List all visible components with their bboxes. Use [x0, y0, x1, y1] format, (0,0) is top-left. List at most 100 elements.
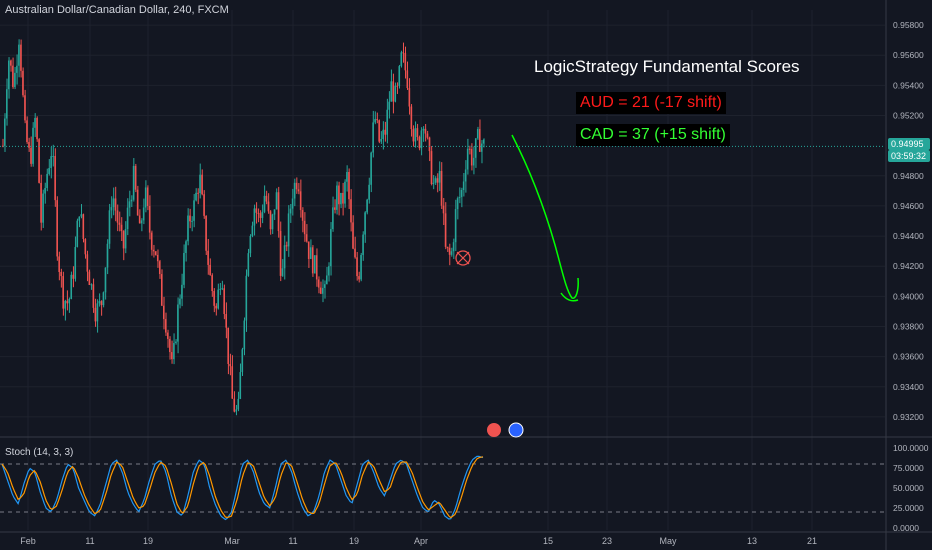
- candle-body: [205, 215, 207, 251]
- countdown-tag: 03:59:32: [888, 150, 930, 162]
- candle-body: [396, 85, 399, 87]
- candle-body: [183, 252, 185, 285]
- candle-body: [138, 215, 141, 224]
- x-tick-label: 21: [807, 536, 817, 546]
- candle-body: [18, 44, 20, 66]
- candle-body: [94, 307, 97, 322]
- y-tick-label: 0.95600: [893, 50, 924, 60]
- candle-body: [44, 187, 46, 194]
- candle-body: [96, 303, 99, 322]
- candle-body: [154, 251, 157, 255]
- stoch-title: Stoch (14, 3, 3): [5, 447, 74, 458]
- candle-body: [110, 207, 113, 211]
- event-marker-cross-icon: [456, 251, 470, 265]
- candle-body: [126, 207, 129, 230]
- candle-body: [227, 327, 230, 364]
- candle-body: [156, 254, 159, 262]
- candle-body: [104, 267, 107, 293]
- candle-body: [482, 139, 485, 144]
- candle-body: [163, 305, 165, 320]
- y-tick-label: 0.93800: [893, 322, 924, 332]
- candle-body: [295, 182, 298, 190]
- y-tick-label: 0.94600: [893, 201, 924, 211]
- candle-body: [317, 279, 320, 288]
- candle-body: [454, 209, 457, 243]
- candle-body: [444, 213, 447, 247]
- candle-body: [432, 182, 435, 184]
- candle-body: [382, 129, 384, 139]
- candle-body: [239, 372, 242, 399]
- candle-body: [418, 137, 421, 149]
- candle-body: [102, 292, 105, 306]
- y-tick-label: 0.95400: [893, 80, 924, 90]
- candle-body: [376, 119, 378, 121]
- candle-body: [237, 398, 240, 410]
- candle-body: [243, 320, 246, 350]
- candle-body: [201, 174, 203, 195]
- candle-body: [342, 192, 344, 204]
- y-tick-label: 0.94000: [893, 291, 924, 301]
- candle-body: [106, 243, 109, 268]
- candle-body: [287, 213, 290, 247]
- candle-body: [269, 211, 272, 230]
- candle-body: [32, 127, 34, 164]
- stoch-y-tick-label: 50.0000: [893, 483, 924, 493]
- candle-body: [70, 274, 73, 299]
- candle-body: [450, 251, 453, 255]
- candle-body: [388, 101, 391, 110]
- candle-body: [398, 66, 401, 86]
- candle-body: [223, 288, 225, 314]
- candle-body: [108, 210, 111, 244]
- candle-body: [211, 275, 213, 292]
- candle-body: [358, 276, 360, 280]
- stoch-k-line: [1, 455, 484, 521]
- candle-body: [289, 208, 292, 214]
- candle-body: [366, 199, 368, 213]
- candle-body: [177, 304, 179, 342]
- candle-body: [301, 210, 304, 221]
- candle-body: [438, 170, 441, 183]
- candle-body: [470, 149, 473, 166]
- candle-body: [76, 220, 79, 247]
- candle-body: [12, 65, 14, 87]
- candle-body: [169, 338, 171, 353]
- candle-body: [66, 300, 69, 304]
- x-tick-label: 11: [85, 536, 94, 546]
- candle-body: [452, 242, 455, 252]
- candle-body: [436, 178, 439, 183]
- candle-body: [356, 257, 358, 277]
- y-tick-label: 0.94200: [893, 261, 924, 271]
- candle-body: [328, 266, 330, 276]
- candle-body: [297, 189, 300, 192]
- candle-body: [273, 209, 276, 215]
- candle-body: [132, 165, 135, 200]
- candle-body: [319, 287, 322, 294]
- candle-body: [189, 215, 191, 222]
- candle-body: [68, 298, 71, 304]
- candle-body: [235, 409, 238, 412]
- candle-body: [362, 234, 364, 255]
- candle-body: [346, 172, 348, 182]
- candle-body: [428, 137, 431, 152]
- candle-body: [146, 187, 149, 206]
- chart-title: Australian Dollar/Canadian Dollar, 240, …: [5, 4, 229, 16]
- candle-body: [293, 182, 296, 199]
- candle-body: [410, 106, 413, 130]
- candle-body: [134, 165, 137, 190]
- candle-body: [150, 232, 153, 250]
- candle-body: [148, 205, 151, 233]
- candle-body: [34, 117, 36, 128]
- candle-body: [404, 53, 407, 71]
- candle-body: [340, 192, 342, 205]
- candle-body: [422, 128, 425, 131]
- candle-body: [56, 200, 58, 257]
- candle-body: [203, 194, 205, 216]
- candle-body: [408, 88, 411, 107]
- candle-body: [219, 288, 221, 290]
- candle-body: [386, 109, 388, 135]
- x-tick-label: Mar: [224, 536, 240, 546]
- candle-body: [324, 284, 326, 288]
- y-tick-label: 0.94800: [893, 171, 924, 181]
- candle-body: [152, 249, 155, 252]
